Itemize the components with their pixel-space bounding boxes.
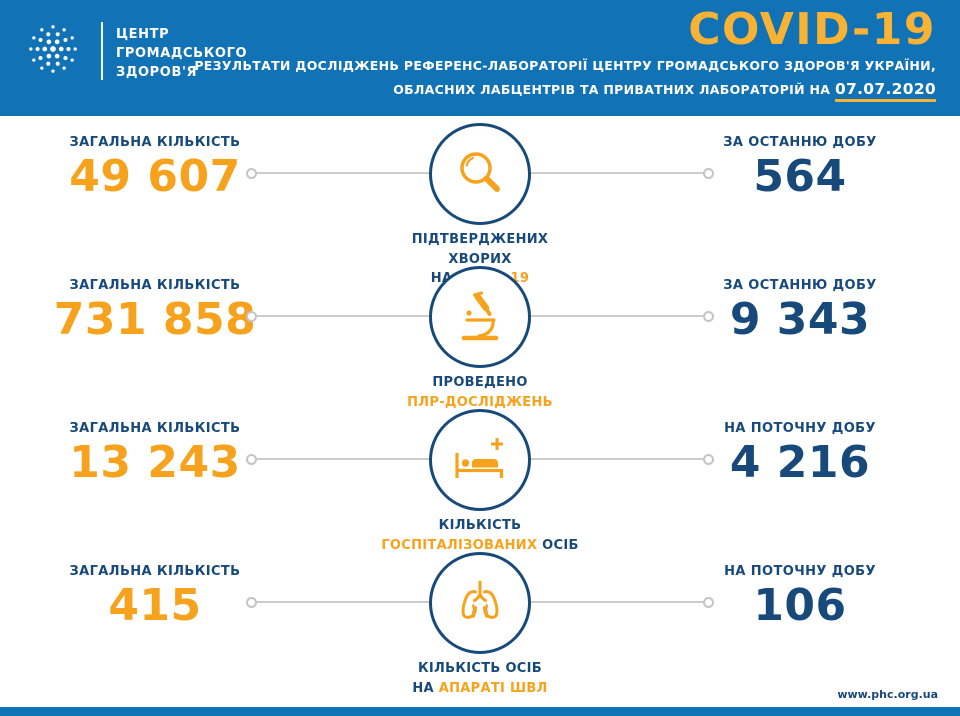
header-subtitle: РЕЗУЛЬТАТИ ДОСЛІДЖЕНЬ РЕФЕРЕНС-ЛАБОРАТОР…: [194, 54, 936, 103]
stat-label: ЗА ОСТАННЮ ДОБУ: [723, 135, 877, 150]
total-stat: ЗАГАЛЬНА КІЛЬКІСТЬ 49 607: [10, 116, 300, 199]
stat-value-period: 106: [753, 580, 847, 631]
report-date: 07.07.2020: [834, 80, 936, 103]
stat-value-period: 4 216: [729, 437, 871, 488]
caption-line2-a: НА: [412, 680, 439, 696]
period-stat: НА ПОТОЧНУ ДОБУ 4 216: [660, 402, 940, 485]
caption-line2-b: ОСІБ: [542, 537, 579, 553]
connector-right: [531, 168, 714, 179]
stat-label: НА ПОТОЧНУ ДОБУ: [724, 564, 876, 579]
stat-center: ПІДТВЕРДЖЕНИХ ХВОРИХ НА COVID-19: [380, 116, 580, 289]
period-stat: ЗА ОСТАННЮ ДОБУ 9 343: [660, 259, 940, 342]
footer-bar: [0, 707, 960, 716]
caption-line1: ПРОВЕДЕНО: [432, 375, 528, 390]
caption-line1: КІЛЬКІСТЬ: [438, 518, 522, 533]
period-stat: НА ПОТОЧНУ ДОБУ 106: [660, 545, 940, 628]
hospital-bed-icon: [455, 438, 504, 478]
connector-right: [531, 311, 714, 322]
caption-line1: КІЛЬКІСТЬ ОСІБ: [417, 661, 542, 676]
stat-row-hospitalized: ЗАГАЛЬНА КІЛЬКІСТЬ 13 243: [0, 402, 960, 553]
caption-line1: ПІДТВЕРДЖЕНИХ ХВОРИХ: [411, 232, 549, 267]
stat-label: ЗАГАЛЬНА КІЛЬКІСТЬ: [69, 421, 241, 436]
total-stat: ЗАГАЛЬНА КІЛЬКІСТЬ 415: [10, 545, 300, 628]
lungs-icon: [461, 580, 499, 619]
stat-value-period: 564: [753, 151, 847, 202]
stat-icon-circle: [429, 266, 531, 368]
caption-line2-a: ГОСПІТАЛІЗОВАНИХ: [381, 537, 543, 553]
header-banner: ЦЕНТР ГРОМАДСЬКОГО ЗДОРОВ'Я COVID-19 РЕЗ…: [0, 0, 960, 116]
stat-value-total: 731 858: [53, 294, 257, 345]
covid-title: COVID-19: [688, 4, 936, 55]
stat-label: ЗАГАЛЬНА КІЛЬКІСТЬ: [69, 135, 241, 150]
connector-left: [246, 168, 429, 179]
caption-line2-b: ПЛР-ДОСЛІДЖЕНЬ: [407, 394, 553, 410]
stat-center: ПРОВЕДЕНО ПЛР-ДОСЛІДЖЕНЬ: [380, 259, 580, 412]
org-name: ЦЕНТР ГРОМАДСЬКОГО ЗДОРОВ'Я: [116, 26, 247, 83]
stat-caption: КІЛЬКІСТЬ ГОСПІТАЛІЗОВАНИХ ОСІБ: [380, 516, 580, 555]
stat-value-total: 13 243: [69, 437, 241, 488]
caption-line2-b: АПАРАТІ ШВЛ: [438, 680, 548, 696]
stats-rows: ЗАГАЛЬНА КІЛЬКІСТЬ 49 607 ПІДТВЕРДЖЕНИХ …: [0, 116, 960, 696]
website-link[interactable]: www.phc.org.ua: [837, 688, 938, 701]
subtitle-line2: ОБЛАСНИХ ЛАБЦЕНТРІВ ТА ПРИВАТНИХ ЛАБОРАТ…: [194, 78, 936, 103]
org-name-line2: ГРОМАДСЬКОГО: [116, 45, 248, 61]
stat-label: ЗАГАЛЬНА КІЛЬКІСТЬ: [69, 564, 241, 579]
stat-row-ventilated: ЗАГАЛЬНА КІЛЬКІСТЬ 415: [0, 545, 960, 696]
microscope-icon: [461, 291, 499, 341]
stat-value-period: 9 343: [729, 294, 871, 345]
stat-caption: ПРОВЕДЕНО ПЛР-ДОСЛІДЖЕНЬ: [380, 373, 580, 412]
connector-left: [246, 454, 429, 465]
org-name-line3: ЗДОРОВ'Я: [116, 64, 198, 80]
connector-right: [531, 597, 714, 608]
stat-center: КІЛЬКІСТЬ ОСІБ НА АПАРАТІ ШВЛ: [380, 545, 580, 698]
stat-row-pcr-tests: ЗАГАЛЬНА КІЛЬКІСТЬ 731 858: [0, 259, 960, 410]
org-name-line1: ЦЕНТР: [116, 27, 170, 42]
total-stat: ЗАГАЛЬНА КІЛЬКІСТЬ 731 858: [10, 259, 300, 342]
stat-value-total: 415: [108, 580, 202, 631]
total-stat: ЗАГАЛЬНА КІЛЬКІСТЬ 13 243: [10, 402, 300, 485]
connector-left: [246, 311, 429, 322]
period-stat: ЗА ОСТАННЮ ДОБУ 564: [660, 116, 940, 199]
subtitle-line1: РЕЗУЛЬТАТИ ДОСЛІДЖЕНЬ РЕФЕРЕНС-ЛАБОРАТОР…: [194, 58, 936, 73]
stat-label: ЗА ОСТАННЮ ДОБУ: [723, 278, 877, 293]
stat-center: КІЛЬКІСТЬ ГОСПІТАЛІЗОВАНИХ ОСІБ: [380, 402, 580, 555]
connector-right: [531, 454, 714, 465]
stat-icon-circle: [429, 409, 531, 511]
phc-logo-icon: [29, 25, 77, 73]
stat-icon-circle: [429, 123, 531, 225]
stat-icon-circle: [429, 552, 531, 654]
stat-label: ЗАГАЛЬНА КІЛЬКІСТЬ: [69, 278, 241, 293]
subtitle-line2-text: ОБЛАСНИХ ЛАБЦЕНТРІВ ТА ПРИВАТНИХ ЛАБОРАТ…: [393, 82, 835, 97]
stat-value-total: 49 607: [69, 151, 241, 202]
stat-label: НА ПОТОЧНУ ДОБУ: [724, 421, 876, 436]
stat-row-confirmed-cases: ЗАГАЛЬНА КІЛЬКІСТЬ 49 607 ПІДТВЕРДЖЕНИХ …: [0, 116, 960, 286]
connector-left: [246, 597, 429, 608]
magnifier-icon: [460, 152, 500, 192]
header-divider: [101, 22, 103, 80]
stat-caption: КІЛЬКІСТЬ ОСІБ НА АПАРАТІ ШВЛ: [380, 659, 580, 698]
